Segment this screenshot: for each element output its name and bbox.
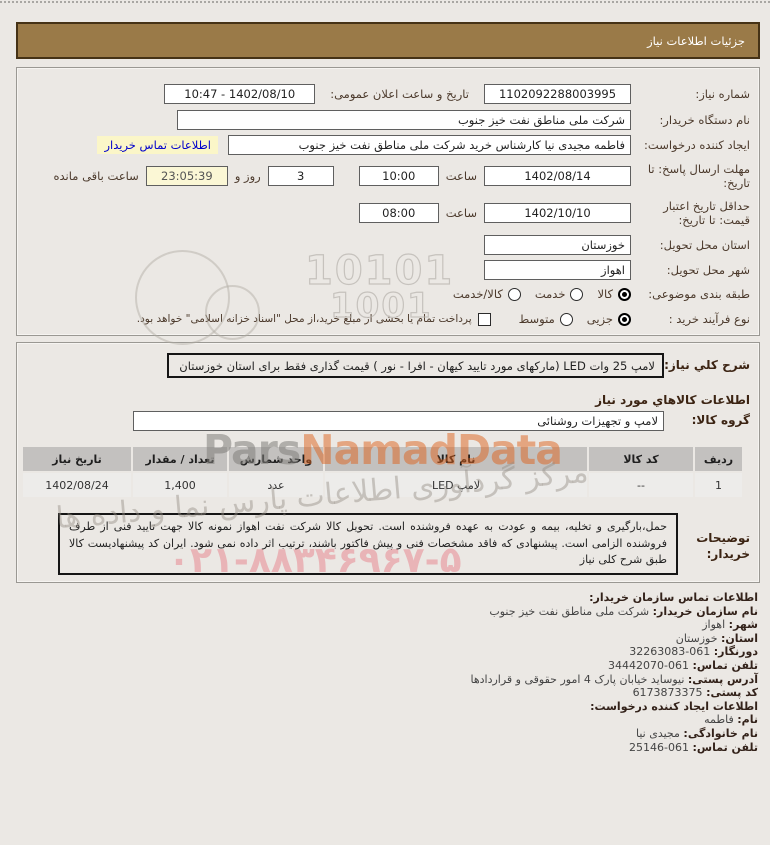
city-label: شهر محل تحویل: (666, 262, 750, 277)
buyer-org-row: نام دستگاه خریدار: شرکت ملی مناطق نفت خی… (26, 110, 750, 130)
contact-line-fax: دورنگار: 061-32263083 (629, 645, 758, 659)
top-dotted-divider (0, 1, 770, 3)
classification-label: طبقه بندی موضوعی: (648, 287, 750, 301)
price-validity-row: حداقل تاریخ اعتبار قیمت: تا تاریخ: 1402/… (26, 199, 750, 228)
creator-line-first-name: نام: فاطمه (704, 713, 758, 727)
deadline-label: مهلت ارسال پاسخ: تا تاریخ: (647, 162, 750, 191)
province-label: استان محل تحویل: (659, 237, 750, 252)
remaining-days-label: روز و (234, 169, 261, 184)
process-type-row: نوع فرآیند خرید : جزیی متوسط پرداخت تمام… (26, 312, 750, 326)
goods-group-field[interactable]: لامپ و تجهیزات روشنائی (133, 411, 664, 431)
contact-line-phone: تلفن تماس: 061-34442070 (608, 658, 758, 672)
creator-field[interactable]: فاطمه مجیدی نیا کارشناس خرید شرکت ملی من… (228, 135, 631, 155)
contact-line-city: شهر: اهواز (702, 618, 758, 632)
items-header-row: اطلاعات کالاهاي مورد نیاز (26, 393, 750, 409)
buyer-remarks-label: توضیحات خریدار: (696, 531, 750, 561)
goods-group-row: گروه کالا: لامپ و تجهیزات روشنائی (26, 411, 750, 431)
col-header-need-date: تاریخ نیاز (23, 447, 131, 471)
province-row: استان محل تحویل: خوزستان (26, 235, 750, 255)
classification-row: طبقه بندی موضوعی: کالا خدمت کالا/خدمت (26, 287, 750, 301)
col-header-item-name: نام کالا (325, 447, 587, 471)
table-row: 1 -- لامپ LED عدد 1,400 1402/08/24 (23, 473, 742, 497)
radio-medium[interactable] (559, 312, 573, 326)
need-number-label: شماره نیاز: (695, 86, 750, 101)
items-table-header-row: ردیف کد کالا نام کالا واحد شمارش تعداد /… (23, 447, 742, 471)
radio-service-label: خدمت (534, 287, 566, 302)
need-detail-panel: شرح کلي نیاز: لامپ 25 وات LED (مارکهای م… (16, 342, 760, 583)
items-table: ردیف کد کالا نام کالا واحد شمارش تعداد /… (23, 447, 742, 497)
contact-line-address: آدرس پستی: نیوساید خیابان پارک 4 امور حق… (470, 672, 758, 686)
deadline-row: مهلت ارسال پاسخ: تا تاریخ: 1402/08/14 سا… (26, 162, 751, 191)
radio-goods[interactable] (618, 287, 631, 301)
city-field[interactable]: اهواز (484, 260, 631, 280)
buyer-contact-section: اطلاعات تماس سازمان خریدار: نام سازمان خ… (470, 591, 758, 754)
page-title-bar: جزئیات اطلاعات نیاز (16, 22, 760, 59)
contact-line-province: استان: خوزستان (675, 631, 758, 645)
creator-line-last-name: نام خانوادگی: مجیدی نیا (635, 726, 758, 740)
radio-minor-label: جزیی (586, 312, 613, 327)
radio-goods-service-label: کالا/خدمت (452, 287, 503, 302)
need-summary-label: شرح کلي نیاز: (664, 358, 750, 372)
items-section-header: اطلاعات کالاهاي مورد نیاز (595, 393, 750, 407)
cell-item-code: -- (589, 473, 693, 497)
treasury-checkbox-label: پرداخت تمام یا بخشی از مبلغ خرید،از محل … (136, 312, 472, 325)
price-validity-hour-label: ساعت (445, 206, 477, 221)
process-type-label: نوع فرآیند خرید : (668, 312, 750, 326)
price-validity-hour-field[interactable]: 08:00 (358, 203, 439, 224)
creator-label: ایجاد کننده درخواست: (644, 137, 750, 152)
price-validity-date-field[interactable]: 1402/10/10 (484, 203, 631, 224)
goods-group-label: گروه کالا: (691, 413, 750, 428)
need-summary-field: لامپ 25 وات LED (مارکهای مورد تایید کیها… (167, 353, 664, 378)
deadline-date-field[interactable]: 1402/08/14 (484, 166, 631, 187)
deadline-hour-label: ساعت (445, 169, 477, 184)
col-header-unit: واحد شمارش (229, 447, 323, 471)
need-number-field[interactable]: 1102092288003995 (484, 84, 631, 104)
remaining-days-field[interactable]: 3 (267, 166, 334, 187)
radio-minor[interactable] (618, 312, 631, 326)
contact-line-org: نام سازمان خریدار: شرکت ملی مناطق نفت خی… (489, 604, 758, 618)
price-validity-label: حداقل تاریخ اعتبار قیمت: تا تاریخ: (663, 199, 750, 228)
cell-unit: عدد (229, 473, 323, 497)
buyer-org-field[interactable]: شرکت ملی مناطق نفت خیز جنوب (177, 110, 631, 130)
col-header-quantity: تعداد / مقدار (133, 447, 227, 471)
announce-datetime-field[interactable]: 1402/08/10 - 10:47 (164, 84, 316, 104)
col-header-item-code: کد کالا (589, 447, 693, 471)
radio-service[interactable] (570, 287, 584, 301)
remaining-time-label: ساعت باقی مانده (53, 169, 139, 184)
radio-medium-label: متوسط (518, 312, 555, 327)
cell-quantity: 1,400 (133, 473, 227, 497)
cell-row-number: 1 (695, 473, 742, 497)
creator-section-header: اطلاعات ایجاد کننده درخواست: (590, 699, 758, 713)
treasury-checkbox[interactable] (477, 312, 491, 326)
creator-line-phone: تلفن تماس: 061-25146 (629, 740, 758, 754)
need-number-row: شماره نیاز: 1102092288003995 تاریخ و ساع… (26, 84, 750, 104)
buyer-remarks-field: حمل،بارگیری و تخلیه، بیمه و عودت به عهده… (58, 513, 678, 575)
city-row: شهر محل تحویل: اهواز (26, 260, 750, 280)
need-info-panel: شماره نیاز: 1102092288003995 تاریخ و ساع… (16, 67, 760, 336)
cell-item-name: لامپ LED (325, 473, 587, 497)
col-header-row-number: ردیف (695, 447, 742, 471)
cell-need-date: 1402/08/24 (23, 473, 131, 497)
radio-goods-label: کالا (597, 287, 613, 302)
contact-section-header: اطلاعات تماس سازمان خریدار: (589, 591, 758, 604)
buyer-org-label: نام دستگاه خریدار: (659, 112, 750, 127)
buyer-contact-link[interactable]: اطلاعات تماس خریدار (97, 136, 218, 154)
page-title: جزئیات اطلاعات نیاز (647, 33, 745, 48)
radio-goods-service[interactable] (507, 287, 521, 301)
announce-label: تاریخ و ساعت اعلان عمومی: (330, 86, 469, 101)
need-summary-row: شرح کلي نیاز: لامپ 25 وات LED (مارکهای م… (26, 353, 750, 378)
remaining-time-field: 23:05:39 (145, 166, 228, 187)
province-field[interactable]: خوزستان (484, 235, 631, 255)
creator-row: ایجاد کننده درخواست: فاطمه مجیدی نیا کار… (26, 135, 750, 155)
deadline-hour-field[interactable]: 10:00 (358, 166, 439, 187)
buyer-remarks-row: توضیحات خریدار: حمل،بارگیری و تخلیه، بیم… (26, 513, 750, 575)
contact-line-postal-code: کد پستی: 6173873375 (632, 686, 758, 700)
